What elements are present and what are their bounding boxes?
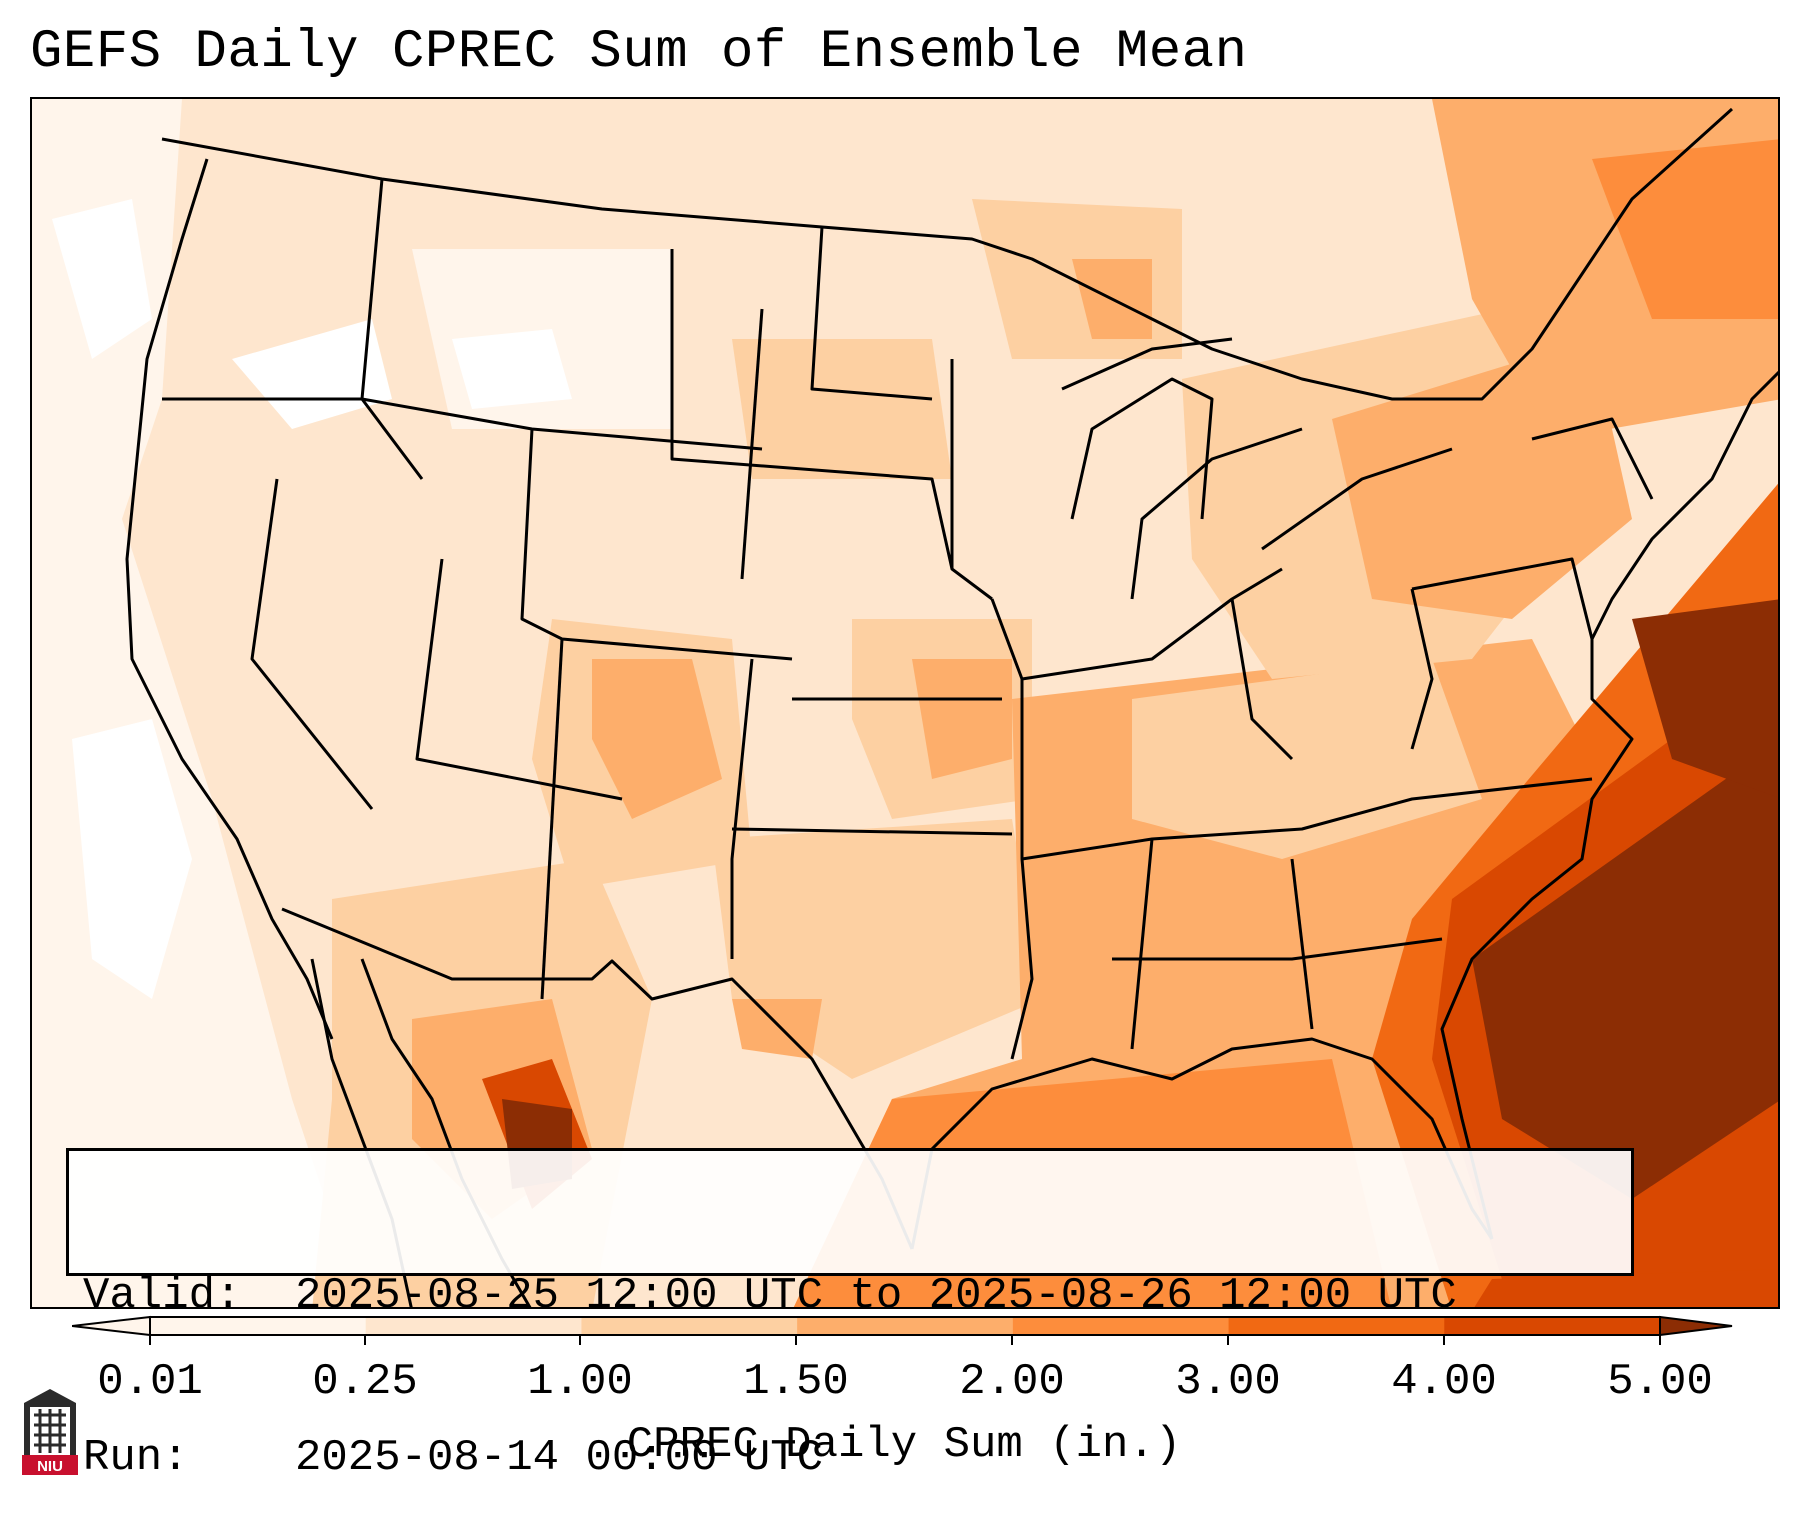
logo-text: NIU	[37, 1458, 63, 1475]
colorbar-segment	[581, 1317, 799, 1335]
precip-region	[32, 99, 361, 1307]
precip-region	[262, 459, 532, 739]
state-line	[670, 249, 993, 601]
precip-region	[912, 659, 1012, 779]
colorbar-segment	[797, 1317, 1014, 1335]
valid-value: 2025-08-25 12:00 UTC to 2025-08-26 12:00…	[295, 1271, 1457, 1321]
west-coastline	[125, 158, 334, 1040]
run-value: 2025-08-14 00:00 UTC	[295, 1433, 824, 1483]
colorbar-label: CPREC Daily Sum (in.)	[626, 1420, 1182, 1470]
precip-region	[232, 319, 392, 429]
state-line	[731, 827, 1013, 836]
colorbar-tick-label: 0.01	[97, 1357, 203, 1407]
precip-region	[52, 199, 152, 359]
run-row: Run: 2025-08-14 00:00 UTC	[83, 1431, 1617, 1485]
precip-region	[1592, 139, 1778, 319]
state-line	[740, 308, 764, 580]
state-line	[1021, 777, 1593, 861]
state-line	[1021, 567, 1283, 681]
precip-region	[1474, 1269, 1778, 1307]
colorbar-tick-label: 4.00	[1391, 1357, 1497, 1407]
precip-region	[732, 339, 952, 479]
precip-region	[72, 719, 192, 999]
international-border	[161, 107, 1734, 401]
state-line	[250, 478, 374, 810]
colorbar-segment	[365, 1317, 583, 1335]
colorbar-tick-label: 3.00	[1175, 1357, 1281, 1407]
run-label: Run:	[83, 1433, 189, 1483]
colorbar-segment	[1012, 1317, 1230, 1335]
precip-region	[732, 999, 822, 1059]
state-line	[1531, 417, 1654, 500]
precip-region	[452, 329, 572, 409]
state-line	[540, 638, 564, 1000]
colorbar-tick-label: 1.00	[527, 1357, 633, 1407]
colorbar-max-extend	[1659, 1315, 1733, 1337]
state-boundaries	[125, 107, 1778, 1307]
precipitation-field	[32, 99, 1778, 1307]
state-line	[1411, 557, 1594, 640]
great-lakes-shore	[1061, 337, 1233, 391]
colorbar	[72, 1315, 1733, 1345]
valid-label: Valid:	[83, 1271, 242, 1321]
state-line	[1290, 858, 1314, 1030]
map-title: GEFS Daily CPREC Sum of Ensemble Mean	[30, 22, 1248, 83]
precip-region	[1472, 741, 1778, 1199]
state-line	[1410, 588, 1434, 750]
state-line	[1230, 598, 1294, 761]
great-lakes-shore	[1261, 447, 1453, 551]
colorbar-segment	[1444, 1317, 1661, 1335]
colorbar-tick-label: 5.00	[1607, 1357, 1713, 1407]
map-canvas	[32, 99, 1778, 1307]
great-lakes-shore	[1070, 377, 1214, 520]
colorbar-tick-label: 0.25	[312, 1357, 418, 1407]
state-line	[1130, 838, 1154, 1050]
colorbar-outline	[149, 1316, 1661, 1336]
validity-info-box: Valid: 2025-08-25 12:00 UTC to 2025-08-26…	[66, 1148, 1634, 1483]
precip-region	[692, 519, 912, 619]
colorbar-tick-label: 1.50	[743, 1357, 849, 1407]
mexico-border	[281, 907, 914, 1250]
colorbar-segment	[150, 1317, 367, 1335]
precipitation-map	[30, 97, 1780, 1309]
colorbar-segment	[1228, 1317, 1446, 1335]
precip-region	[592, 659, 722, 819]
state-line	[810, 226, 933, 401]
colorbar-tick-label: 2.00	[959, 1357, 1065, 1407]
colorbar-min-extend	[72, 1315, 151, 1337]
niu-logo: NIU	[22, 1389, 78, 1475]
precip-region	[1632, 599, 1778, 798]
valid-row: Valid: 2025-08-25 12:00 UTC to 2025-08-26…	[83, 1269, 1617, 1323]
precip-region	[1132, 659, 1482, 859]
state-line	[1130, 427, 1303, 600]
atlantic-coastline	[1440, 370, 1778, 1240]
state-line	[1112, 937, 1443, 961]
state-line	[730, 658, 754, 959]
state-line	[520, 428, 793, 661]
